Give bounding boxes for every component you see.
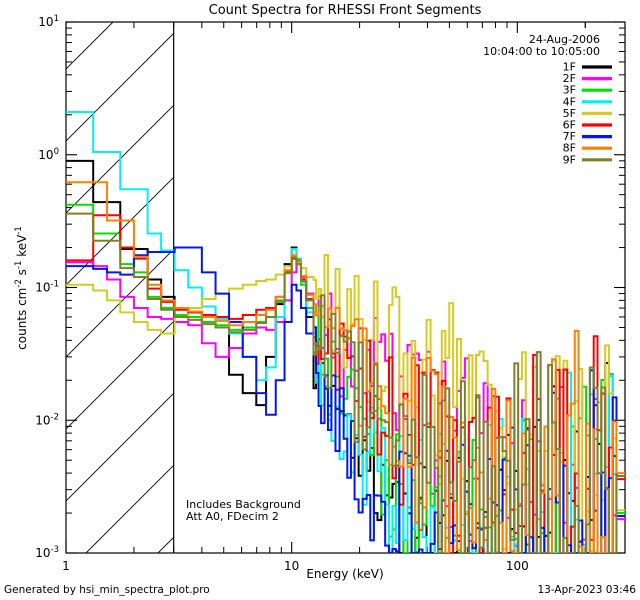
- y-axis-label: counts cm-2 s-1 keV-1: [14, 226, 29, 350]
- y-axis-label-part-2: s: [15, 269, 29, 279]
- legend-label-4f[interactable]: 4F: [563, 95, 576, 108]
- page-title: Count Spectra for RHESSI Front Segments: [209, 3, 482, 18]
- y-tick-label: 10-1: [35, 280, 59, 295]
- y-axis-label-sup-1: -2: [14, 279, 24, 287]
- legend-label-3f[interactable]: 3F: [563, 84, 576, 97]
- observation-date: 24-Aug-2006: [529, 33, 600, 46]
- y-axis-tick-labels: 101 100 10-1 10-2 10-3: [35, 14, 59, 560]
- legend-label-5f[interactable]: 5F: [563, 107, 576, 120]
- x-tick-label: 100: [506, 559, 529, 573]
- y-axis-ticks: [66, 21, 625, 554]
- x-axis-label: Energy (keV): [306, 567, 383, 581]
- y-axis-label-sup-2: -1: [14, 261, 24, 269]
- footer-timestamp: 13-Apr-2023 03:46: [537, 584, 636, 596]
- x-axis-tick-labels: 1 10 100: [62, 559, 529, 573]
- y-tick-label: 101: [38, 14, 59, 29]
- legend-label-1f[interactable]: 1F: [563, 61, 576, 74]
- x-tick-label: 1: [62, 559, 70, 573]
- y-axis-label-part-3: keV: [15, 234, 29, 261]
- legend-label-8f[interactable]: 8F: [563, 142, 576, 155]
- annotation-attenuator-note: Att A0, FDecim 2: [186, 510, 279, 523]
- y-axis-label-sup-3: -1: [14, 226, 24, 234]
- footer-generated-by: Generated by hsi_min_spectra_plot.pro: [4, 584, 210, 596]
- x-tick-label: 10: [284, 559, 299, 573]
- y-tick-label: 100: [38, 147, 59, 162]
- legend-label-2f[interactable]: 2F: [563, 72, 576, 85]
- observation-time-range: 10:04:00 to 10:05:00: [483, 45, 600, 58]
- spectra-curves: [66, 110, 625, 553]
- legend-label-9f[interactable]: 9F: [563, 153, 576, 166]
- annotation-background-note: Includes Background: [186, 498, 301, 511]
- legend-label-6f[interactable]: 6F: [563, 119, 576, 132]
- y-axis-label-part-1: counts cm: [15, 288, 29, 350]
- y-tick-label: 10-3: [35, 545, 59, 560]
- y-tick-label: 10-2: [35, 412, 59, 427]
- svg-text:counts cm-2 s-1 keV-1: counts cm-2 s-1 keV-1: [14, 226, 29, 350]
- spectrum-curve-9f: [66, 212, 625, 553]
- legend-label-7f[interactable]: 7F: [563, 130, 576, 143]
